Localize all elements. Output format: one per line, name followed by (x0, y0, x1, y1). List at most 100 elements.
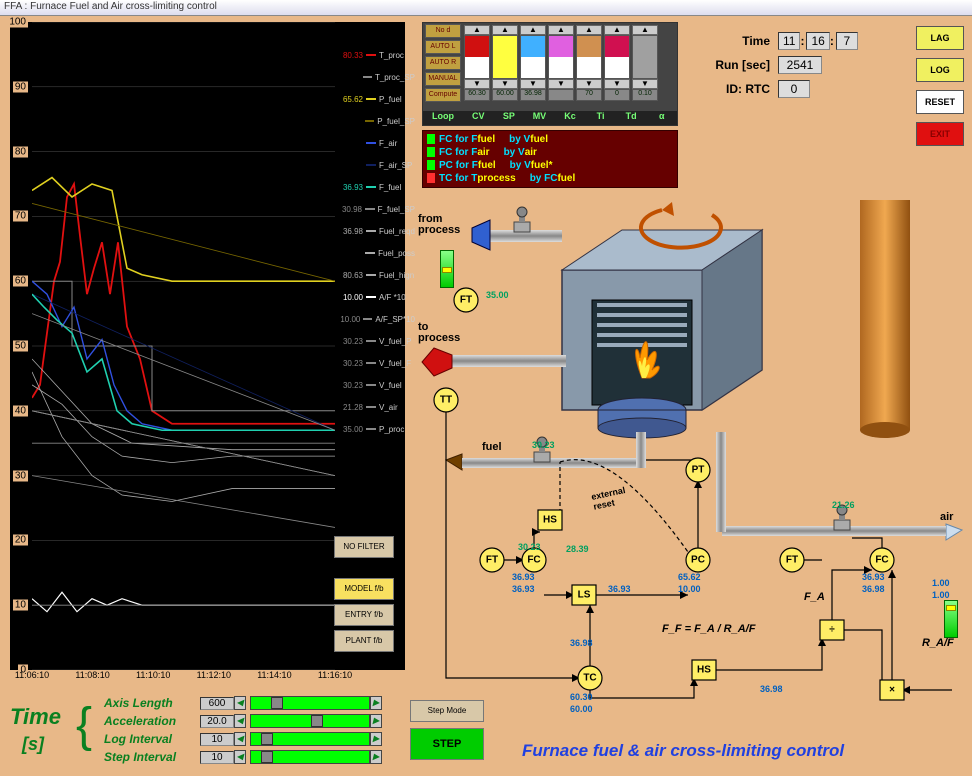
svg-text:FT: FT (486, 555, 498, 566)
ratio-1: 1.00 (932, 578, 950, 588)
pid-hs2: HS (692, 660, 716, 680)
legend-row[interactable]: 30.23V_fuel_F (335, 352, 415, 374)
bank-mode-button[interactable]: Compute (425, 88, 461, 102)
label-fa: F_A (804, 591, 825, 603)
xaxis-tick: 11:08:10 (75, 670, 109, 680)
ratio-2: 1.00 (932, 590, 950, 600)
legend-row[interactable]: 10.00A/F *10 (335, 286, 415, 308)
legend-row[interactable]: 36.93F_fuel (335, 176, 415, 198)
legend-row[interactable]: F_air_SP (335, 154, 415, 176)
bank-header: Loop (423, 111, 463, 125)
legend-row[interactable]: 80.33T_proc (335, 44, 415, 66)
bank-header: SP (494, 111, 525, 125)
fc2-cv: 36.93 (862, 572, 885, 582)
bank-mode-button[interactable]: AUTO R (425, 56, 461, 70)
lag-button[interactable]: LAG (916, 26, 964, 50)
ft1-bargraph[interactable] (440, 250, 454, 288)
filter-button[interactable]: PLANT f/b (334, 630, 394, 652)
exit-button[interactable]: EXIT (916, 122, 964, 146)
xaxis-tick: 11:12:10 (197, 670, 231, 680)
time-sub-label: [s] (22, 734, 44, 755)
time-param-row: Axis Length600◀▶ (104, 694, 382, 712)
pc-cv: 65.62 (678, 572, 701, 582)
loop-row[interactable]: TC for Tprocessby FCfuel (425, 172, 675, 185)
xaxis-tick: 11:14:10 (257, 670, 291, 680)
brace-icon: { (76, 698, 92, 753)
legend-row[interactable]: T_proc_SP (335, 66, 415, 88)
pid-tt: TT (434, 388, 458, 412)
pid-div: ÷ (820, 620, 844, 640)
pid-tc: TC (578, 666, 602, 690)
legend-row[interactable]: 80.63Fuel_hign (335, 264, 415, 286)
filter-button[interactable]: ENTRY f/b (334, 604, 394, 626)
filter-button[interactable]: NO FILTER (334, 536, 394, 558)
bank-column[interactable]: ▲▼60.30 (464, 25, 490, 101)
legend-row[interactable]: 30.23V_fuel (335, 374, 415, 396)
fc1-cv: 36.93 (512, 572, 535, 582)
svg-text:×: × (889, 685, 895, 696)
svg-text:HS: HS (543, 515, 557, 526)
id-value: 0 (778, 80, 810, 98)
tc-cv: 60.30 (570, 692, 593, 702)
svg-text:TT: TT (440, 395, 452, 406)
svg-text:TC: TC (583, 673, 596, 684)
loop-row[interactable]: PC for Ffuelby Vfuel* (425, 159, 675, 172)
pid-mul: × (880, 680, 904, 700)
bank-mode-button[interactable]: AUTO L (425, 40, 461, 54)
pid-ls: LS (572, 585, 596, 605)
bank-column[interactable]: ▲▼60.00 (492, 25, 518, 101)
legend-row[interactable]: 30.98F_fuel_SP (335, 198, 415, 220)
time-m: 16 (806, 32, 829, 50)
svg-text:PT: PT (692, 465, 705, 476)
bank-column[interactable]: ▲▼ (548, 25, 574, 101)
pc-sp: 10.00 (678, 584, 701, 594)
bank-column[interactable]: ▲▼70 (576, 25, 602, 101)
loop-row[interactable]: FC for Fairby Vair (425, 146, 675, 159)
fuel-label: fuel (482, 441, 502, 453)
yaxis-tick: 100 (7, 17, 28, 28)
legend-row[interactable]: 65.62P_fuel (335, 88, 415, 110)
yaxis-tick: 30 (13, 470, 28, 481)
legend-row[interactable]: 10.00A/F_SP*10 (335, 308, 415, 330)
legend-row[interactable]: 21.28V_air (335, 396, 415, 418)
yaxis-tick: 40 (13, 405, 28, 416)
time-h: 11 (778, 32, 800, 50)
sig-g2: 28.39 (566, 544, 589, 554)
log-button[interactable]: LOG (916, 58, 964, 82)
legend-row[interactable]: 35.00P_proc (335, 418, 415, 440)
id-label: ID: RTC (700, 82, 770, 96)
label-raf: R_A/F (922, 637, 954, 649)
ratio-bargraph[interactable] (944, 600, 958, 638)
xaxis-tick: 11:10:10 (136, 670, 170, 680)
bank-column[interactable]: ▲▼0 (604, 25, 630, 101)
legend-row[interactable]: Fuel_poss (335, 242, 415, 264)
pid-ft1: FT (454, 288, 478, 312)
time-big-label: Time (10, 704, 61, 730)
bank-mode-button[interactable]: MANUAL (425, 72, 461, 86)
bank-column[interactable]: ▲▼0.10 (632, 25, 658, 101)
furnace-diagram: fromprocess toprocess fuel air (412, 200, 972, 770)
hs2-out: 36.98 (760, 684, 783, 694)
loop-row[interactable]: FC for Ffuelby Vfuel (425, 133, 675, 146)
bank-mode-button[interactable]: No d (425, 24, 461, 38)
yaxis-tick: 60 (13, 276, 28, 287)
fc1-sp: 36.93 (512, 584, 535, 594)
bank-column[interactable]: ▲▼36.98 (520, 25, 546, 101)
reset-button[interactable]: RESET (916, 90, 964, 114)
chart-x-axis: 11:06:1011:08:1011:10:1011:12:1011:14:10… (10, 670, 405, 684)
bank-header: Ti (585, 111, 616, 125)
filter-button[interactable]: MODEL f/b (334, 578, 394, 600)
time-panel: Time 11: 16: 7 Run [sec] 2541 ID: RTC 0 (700, 26, 858, 104)
pid-ft2: FT (480, 548, 504, 572)
fc2-sp: 36.98 (862, 584, 885, 594)
chart-legend: 80.33T_procT_proc_SP65.62P_fuelP_fuel_SP… (335, 44, 415, 544)
legend-row[interactable]: 36.98Fuel_reqd (335, 220, 415, 242)
svg-text:HS: HS (697, 665, 711, 676)
legend-row[interactable]: 30.23V_fuel_P (335, 330, 415, 352)
legend-row[interactable]: F_air (335, 132, 415, 154)
time-s: 7 (836, 32, 858, 50)
bank-header: α (646, 111, 677, 125)
legend-row[interactable]: P_fuel_SP (335, 110, 415, 132)
tuning-bank: No d AUTO L AUTO R MANUAL Compute ▲▼60.30▲▼6… (422, 22, 678, 126)
bank-header: MV (524, 111, 555, 125)
